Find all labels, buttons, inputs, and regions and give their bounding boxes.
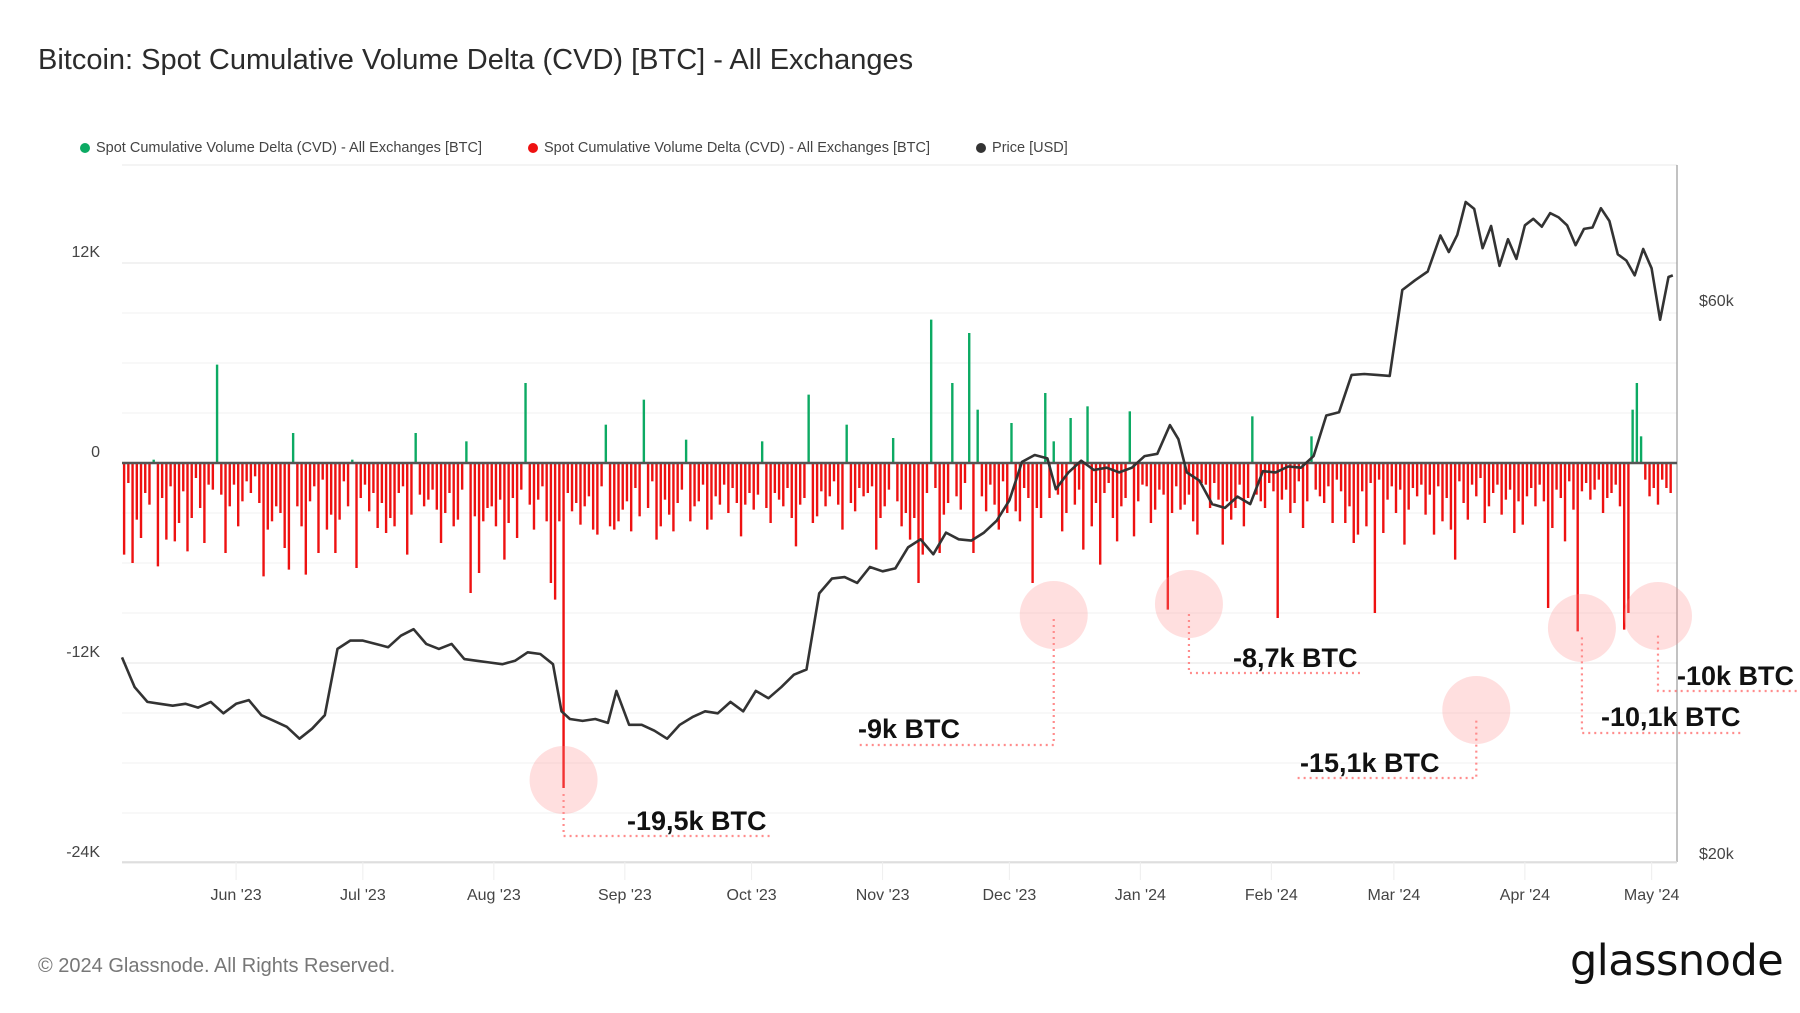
- x-tick-label: Nov '23: [856, 887, 910, 904]
- cvd-bars: [122, 319, 1672, 788]
- legend-item-price[interactable]: Price [USD]: [976, 140, 1068, 156]
- legend-dot-red-icon: [528, 143, 539, 153]
- grid: [122, 164, 1678, 864]
- annotation-dotted-line: [857, 619, 1055, 747]
- x-tick-label: Feb '24: [1245, 887, 1298, 904]
- legend-item-cvd-negative[interactable]: Spot Cumulative Volume Delta (CVD) - All…: [528, 140, 930, 156]
- annotation-label: -8,7k BTC: [1233, 643, 1358, 673]
- legend-dot-black-icon: [976, 143, 987, 153]
- legend: Spot Cumulative Volume Delta (CVD) - All…: [80, 140, 1114, 156]
- highlight-circle: [1442, 676, 1511, 744]
- annotation-label: -19,5k BTC: [627, 806, 767, 836]
- price-line: [120, 200, 1674, 740]
- y2-tick-label: $60k: [1699, 293, 1735, 310]
- y-axis-left: 12K 0 -12K -24K: [66, 244, 100, 861]
- y-axis-right: $60k $20k: [1699, 293, 1735, 863]
- x-tick-label: Apr '24: [1500, 887, 1550, 904]
- annotation-dotted-line: [1656, 635, 1798, 693]
- x-tick-label: Sep '23: [598, 887, 652, 904]
- annotation-label: -9k BTC: [858, 714, 960, 744]
- y-tick-label: 12K: [72, 244, 101, 261]
- highlight-circle: [1547, 594, 1616, 662]
- y-tick-label: -12K: [66, 644, 100, 661]
- annotation-label: -10k BTC: [1677, 661, 1794, 691]
- x-tick-label: Jan '24: [1115, 887, 1166, 904]
- highlight-circle: [1623, 582, 1692, 650]
- x-tick-label: May '24: [1624, 887, 1680, 904]
- glassnode-logo: glassnode: [1570, 936, 1784, 986]
- x-tick-label: Mar '24: [1367, 887, 1420, 904]
- legend-label: Price [USD]: [992, 140, 1068, 156]
- x-axis: Jun '23 Jul '23 Aug '23 Sep '23 Oct '23 Nov '…: [211, 862, 1680, 904]
- annotation-dotted-line: [1297, 720, 1478, 780]
- legend-item-cvd-positive[interactable]: Spot Cumulative Volume Delta (CVD) - All…: [80, 140, 482, 156]
- x-tick-label: Jul '23: [340, 887, 386, 904]
- annotations: -19,5k BTC -9k BTC -8,7k BTC -15,1k BTC -10,…: [529, 570, 1798, 838]
- x-tick-label: Jun '23: [211, 887, 262, 904]
- annotation-dotted-line: [1187, 614, 1360, 675]
- x-tick-label: Aug '23: [467, 887, 521, 904]
- annotation-label: -10,1k BTC: [1601, 702, 1741, 732]
- annotation-label: -15,1k BTC: [1300, 748, 1440, 778]
- y-tick-label: 0: [91, 444, 100, 461]
- x-tick-label: Oct '23: [727, 887, 777, 904]
- copyright: © 2024 Glassnode. All Rights Reserved.: [38, 955, 396, 977]
- annotation-dotted-line: [562, 794, 770, 838]
- chart-title: Bitcoin: Spot Cumulative Volume Delta (C…: [38, 44, 914, 76]
- legend-label: Spot Cumulative Volume Delta (CVD) - All…: [544, 140, 931, 156]
- legend-dot-green-icon: [80, 143, 90, 153]
- highlight-circle: [1019, 581, 1088, 649]
- highlight-circle: [1154, 570, 1223, 638]
- y-tick-label: -24K: [66, 844, 100, 861]
- highlight-circle: [529, 746, 598, 814]
- x-tick-label: Dec '23: [982, 887, 1036, 904]
- legend-label: Spot Cumulative Volume Delta (CVD) - All…: [96, 140, 483, 156]
- annotation-dotted-line: [1580, 637, 1742, 735]
- y2-tick-label: $20k: [1699, 846, 1735, 863]
